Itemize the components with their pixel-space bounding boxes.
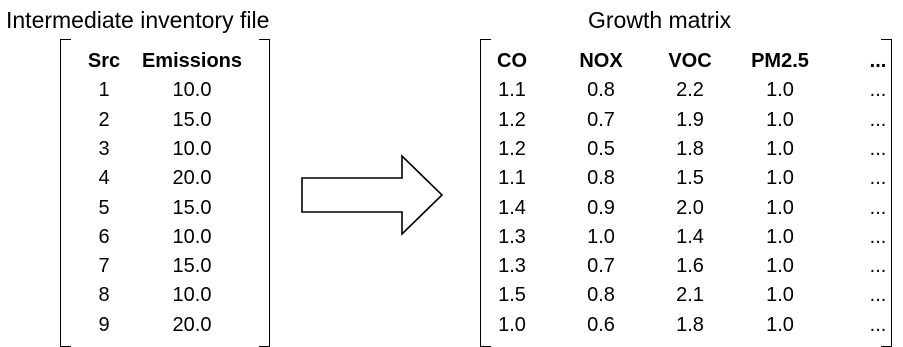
growth-cell: 1.3 xyxy=(498,225,526,248)
growth-header-cell: PM2.5 xyxy=(751,50,809,72)
growth-cell: 0.9 xyxy=(587,196,615,219)
inventory-cell: 8 xyxy=(98,284,110,307)
growth-cell: ... xyxy=(869,137,887,160)
inventory-cell: 15.0 xyxy=(172,255,212,278)
inventory-cell: 1 xyxy=(98,79,110,102)
growth-cell: ... xyxy=(869,225,887,248)
growth-cell: 1.2 xyxy=(498,137,526,160)
growth-cell: 1.4 xyxy=(498,196,526,219)
growth-cell: ... xyxy=(869,108,887,131)
growth-cell: ... xyxy=(869,196,887,219)
growth-cell: ... xyxy=(869,167,887,190)
inventory-cell: 10.0 xyxy=(172,225,212,248)
growth-cell: 0.5 xyxy=(587,137,615,160)
growth-cell: 1.6 xyxy=(676,255,704,278)
growth-cell: ... xyxy=(869,284,887,307)
inventory-cell: 4 xyxy=(98,167,110,190)
inventory-header-cell: Src xyxy=(87,50,121,72)
inventory-left-bracket xyxy=(60,39,71,347)
growth-cell: 1.4 xyxy=(676,225,704,248)
growth-cell: 0.8 xyxy=(587,79,615,102)
growth-cell: 0.7 xyxy=(587,255,615,278)
growth-cell: 1.0 xyxy=(587,225,615,248)
growth-cell: 1.0 xyxy=(766,225,794,248)
inventory-cell: 5 xyxy=(98,196,110,219)
growth-cell: 2.0 xyxy=(676,196,704,219)
growth-cell: 1.3 xyxy=(498,255,526,278)
growth-cell: 1.8 xyxy=(676,313,704,336)
right-arrow-icon xyxy=(301,154,444,236)
growth-cell: ... xyxy=(869,255,887,278)
growth-cell: 1.0 xyxy=(766,108,794,131)
growth-cell: 1.0 xyxy=(766,196,794,219)
growth-cell: 2.2 xyxy=(676,79,704,102)
inventory-cell: 10.0 xyxy=(172,284,212,307)
growth-cell: 0.7 xyxy=(587,108,615,131)
growth-cell: 1.2 xyxy=(498,108,526,131)
growth-cell: 1.5 xyxy=(676,167,704,190)
growth-cell: 1.1 xyxy=(498,167,526,190)
inventory-cell: 10.0 xyxy=(172,137,212,160)
growth-cell: 2.1 xyxy=(676,284,704,307)
inventory-cell: 9 xyxy=(98,313,110,336)
growth-header-cell: CO xyxy=(497,50,527,72)
growth-cell: 1.5 xyxy=(498,284,526,307)
growth-cell: 1.0 xyxy=(766,167,794,190)
inventory-right-bracket xyxy=(259,39,270,347)
inventory-title: Intermediate inventory file xyxy=(6,7,270,33)
growth-header-cell: ... xyxy=(869,50,887,72)
growth-cell: 1.0 xyxy=(766,255,794,278)
growth-cell: 1.1 xyxy=(498,79,526,102)
growth-cell: 1.0 xyxy=(766,284,794,307)
growth-cell: 1.0 xyxy=(766,137,794,160)
growth-cell: 1.9 xyxy=(676,108,704,131)
inventory-cell: 15.0 xyxy=(172,108,212,131)
growth-header-cell: VOC xyxy=(668,50,712,72)
growth-cell: 0.6 xyxy=(587,313,615,336)
inventory-cell: 10.0 xyxy=(172,79,212,102)
growth-cell: 1.0 xyxy=(498,313,526,336)
inventory-cell: 20.0 xyxy=(172,167,212,190)
growth-matrix-title: Growth matrix xyxy=(588,7,732,33)
growth-header-cell: NOX xyxy=(579,50,623,72)
inventory-cell: 2 xyxy=(98,108,110,131)
inventory-cell: 7 xyxy=(98,255,110,278)
growth-cell: 1.0 xyxy=(766,79,794,102)
inventory-cell: 6 xyxy=(98,225,110,248)
growth-cell: 1.8 xyxy=(676,137,704,160)
growth-cell: ... xyxy=(869,79,887,102)
inventory-cell: 3 xyxy=(98,137,110,160)
inventory-cell: 20.0 xyxy=(172,313,212,336)
growth-cell: 0.8 xyxy=(587,167,615,190)
growth-cell: 1.0 xyxy=(766,313,794,336)
inventory-header-cell: Emissions xyxy=(141,50,243,72)
growth-cell: 0.8 xyxy=(587,284,615,307)
growth-cell: ... xyxy=(869,313,887,336)
inventory-cell: 15.0 xyxy=(172,196,212,219)
